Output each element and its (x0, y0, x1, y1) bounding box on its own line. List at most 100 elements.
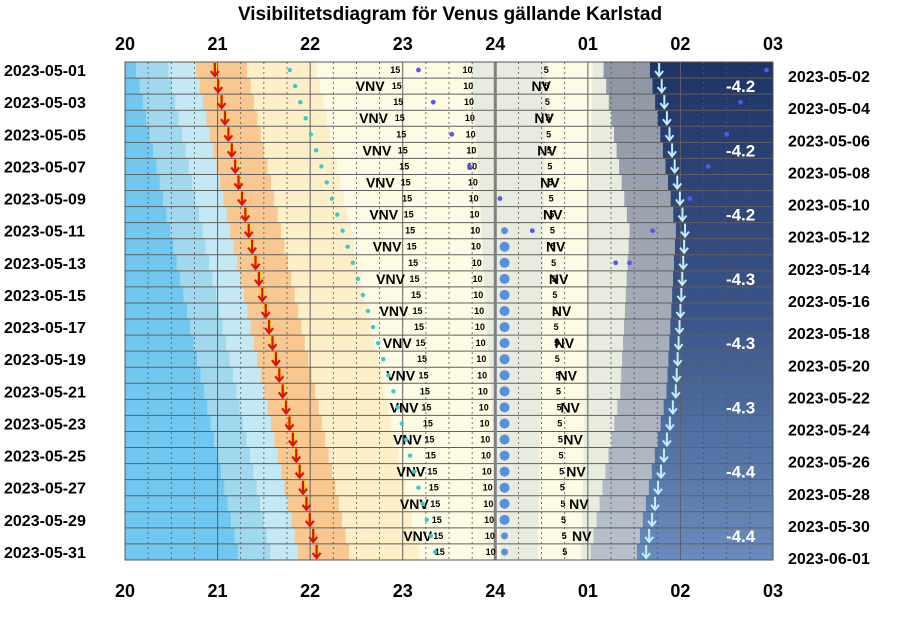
direction-label: NV (549, 271, 569, 287)
sunset-arrow (304, 512, 315, 528)
darkness-arrow (647, 512, 657, 528)
twilight-band-2 (168, 62, 299, 560)
sunset-arrow (233, 175, 244, 191)
date-label-left: 2023-05-17 (4, 320, 86, 337)
moon-disc (501, 532, 509, 540)
venus-dot (412, 469, 417, 474)
altitude-label: 10 (463, 65, 473, 75)
altitude-label: 15 (413, 306, 423, 316)
altitude-label: 10 (482, 467, 492, 477)
altitude-label: 15 (396, 129, 406, 139)
date-label-left: 2023-05-11 (4, 224, 85, 241)
hour-label-bottom: 22 (300, 581, 320, 601)
darkness-arrow (671, 384, 681, 399)
altitude-label: 15 (435, 547, 445, 557)
altitude-label: 10 (473, 290, 483, 300)
darkness-arrow (676, 287, 687, 303)
direction-label: VNV (356, 78, 385, 94)
sunset-arrow (250, 255, 261, 271)
venus-dot (340, 228, 345, 233)
moon-disc (499, 466, 510, 477)
direction-label: NV (546, 239, 566, 255)
altitude-label: 15 (402, 194, 412, 204)
magnitude-label: -4.2 (726, 141, 755, 160)
moon-dot (705, 164, 711, 169)
moon-dot (529, 228, 535, 234)
altitude-label: 15 (424, 435, 434, 445)
moon-disc (499, 386, 510, 397)
sunset-glow-band (196, 62, 349, 560)
sunset-arrow (284, 416, 295, 432)
hour-label-top: 20 (115, 34, 135, 54)
altitude-label: 15 (429, 483, 439, 493)
altitude-label: 5 (552, 274, 557, 284)
altitude-label: 15 (395, 113, 405, 123)
altitude-label: 15 (426, 451, 436, 461)
altitude-label: 15 (430, 499, 440, 509)
darkness-arrow (672, 352, 683, 367)
darkness-arrow (677, 207, 688, 223)
altitude-label: 5 (554, 322, 559, 332)
altitude-label: 5 (544, 65, 549, 75)
darkness-arrow (665, 416, 675, 432)
moon-disc (499, 322, 510, 333)
altitude-label: 10 (464, 97, 474, 107)
sunset-arrow (213, 79, 224, 94)
moon-dot (613, 260, 619, 266)
altitude-label: 15 (432, 515, 442, 525)
magnitude-label: -4.2 (726, 206, 755, 225)
darkness-arrow (675, 304, 686, 319)
altitude-label: 15 (399, 161, 409, 171)
magnitude-label: -4.3 (726, 334, 755, 353)
venus-dot (399, 421, 404, 426)
date-label-left: 2023-05-15 (4, 288, 86, 305)
date-label-right: 2023-05-02 (788, 69, 870, 86)
hour-label-top: 22 (300, 34, 320, 54)
venus-dot (428, 533, 434, 539)
darkness-arrow (656, 464, 666, 480)
direction-label: NV (555, 335, 575, 351)
altitude-label: 10 (480, 435, 490, 445)
sunset-arrow (237, 191, 247, 207)
altitude-label: 15 (405, 226, 415, 236)
direction-label: NV (540, 174, 560, 190)
hour-axis-bottom: 20 21 22 23 24 01 02 03 (115, 581, 783, 601)
altitude-label: 15 (423, 418, 433, 428)
moon-dot (650, 228, 656, 234)
date-label-left: 2023-05-01 (4, 63, 86, 80)
altitude-label: 5 (546, 129, 551, 139)
darkness-arrow (659, 95, 670, 110)
altitude-label: 10 (476, 338, 486, 348)
venus-dot (350, 260, 355, 266)
altitude-label: 15 (417, 354, 427, 364)
altitude-label: 5 (545, 97, 550, 107)
altitude-label: 5 (553, 306, 558, 316)
sunset-arrow (311, 544, 322, 560)
moon-disc (499, 370, 510, 381)
date-label-right: 2023-05-18 (788, 326, 870, 343)
direction-label: VNV (383, 335, 412, 351)
altitude-label: 5 (556, 386, 561, 396)
daylight-band (125, 62, 238, 560)
date-label-right: 2023-05-26 (788, 455, 870, 472)
date-label-right: 2023-05-20 (788, 358, 870, 375)
altitude-label: 10 (472, 258, 482, 268)
darkness-arrow (671, 368, 682, 383)
direction-label: NV (560, 399, 580, 415)
altitude-label: 5 (560, 483, 565, 493)
venus-dot (386, 373, 391, 378)
hour-label-bottom: 03 (763, 581, 783, 601)
altitude-label: 5 (558, 435, 563, 445)
hour-label-bottom: 24 (485, 581, 505, 601)
altitude-label: 10 (484, 515, 494, 525)
venus-dot (381, 356, 386, 362)
altitude-label: 15 (421, 402, 431, 412)
date-label-left: 2023-05-09 (4, 192, 86, 209)
direction-label: NV (537, 142, 557, 158)
altitude-label: 10 (477, 370, 487, 380)
altitude-label: 15 (408, 258, 418, 268)
hour-label-top: 23 (393, 34, 413, 54)
direction-label: NV (543, 207, 563, 223)
direction-label: VNV (400, 496, 429, 512)
date-label-left: 2023-05-31 (4, 545, 86, 562)
